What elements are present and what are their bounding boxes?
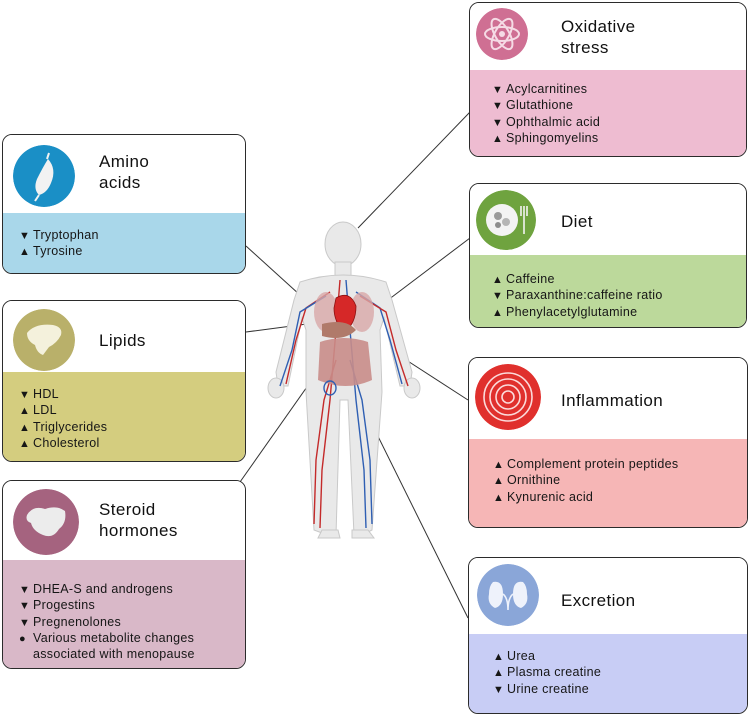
card-title: Amino xyxy=(99,152,150,171)
list-item: ● Various metabolite changes associated wi… xyxy=(19,630,195,662)
list-item: ▲ Tyrosine xyxy=(19,244,245,260)
connector-inflammation xyxy=(399,355,469,401)
list-item: ▲ Cholesterol xyxy=(19,436,245,452)
card-inflammation: Inflammation ▲ Complement protein peptide… xyxy=(468,357,748,528)
card-body: ▼ HDL ▲ LDL ▲ Triglycerides ▲ Cholesterol xyxy=(3,372,245,461)
list-item: ▼ Urine creatine xyxy=(493,682,747,698)
down-arrow-icon: ▼ xyxy=(19,600,31,613)
organs xyxy=(314,292,374,396)
card-header: Excretion xyxy=(469,558,747,634)
up-arrow-icon: ▲ xyxy=(492,306,504,319)
connector-amino xyxy=(245,245,301,296)
list-item: ▼ Acylcarnitines xyxy=(492,82,746,98)
down-arrow-icon: ▼ xyxy=(493,683,505,696)
card-title-line2: stress xyxy=(561,38,609,57)
card-title-line2: hormones xyxy=(99,521,178,540)
list-item: ▼ HDL xyxy=(19,387,245,403)
card-diet: Diet ▲ Caffeine ▼ Paraxanthine:caffeine ra… xyxy=(469,183,747,328)
card-title: Oxidative xyxy=(561,17,636,36)
list-item: ▲ Caffeine xyxy=(492,272,746,288)
card-body: ▼ Acylcarnitines ▼ Glutathione ▼ Ophthalmic… xyxy=(470,70,746,156)
card-lipids: Lipids ▼ HDL ▲ LDL ▲ Triglycerides ▲ Cholest… xyxy=(2,300,246,462)
muscle-icon xyxy=(13,145,75,207)
card-title: Inflammation xyxy=(561,391,664,410)
metabolite-list: ▼ HDL ▲ LDL ▲ Triglycerides ▲ Cholesterol xyxy=(19,387,245,452)
list-item: ▼ Ophthalmic acid xyxy=(492,115,746,131)
card-title: Steroid xyxy=(99,500,156,519)
up-arrow-icon: ▲ xyxy=(493,651,505,663)
metabolite-list: ▼ DHEA-S and androgens ▼ Progestins ▼ Pregn… xyxy=(19,582,245,662)
list-item: ▲ Plasma creatine xyxy=(493,665,747,681)
card-body: ▼ DHEA-S and androgens ▼ Progestins ▼ Pregn… xyxy=(3,560,245,668)
card-title: Diet xyxy=(561,212,593,231)
card-title-line2: acids xyxy=(99,173,141,192)
metabolite-list: ▲ Urea ▲ Plasma creatine ▼ Urine creatine xyxy=(493,649,747,698)
atom-icon xyxy=(476,8,528,60)
card-header: Amino acids xyxy=(3,135,245,213)
card-body: ▲ Urea ▲ Plasma creatine ▼ Urine creatine xyxy=(469,634,747,713)
body-silhouette xyxy=(267,221,421,539)
list-item: ▼ Tryptophan xyxy=(19,228,245,244)
down-arrow-icon: ▼ xyxy=(492,290,504,303)
adrenal-gland-icon xyxy=(13,489,79,555)
card-header: Oxidative stress xyxy=(470,3,746,70)
card-body: ▲ Complement protein peptides ▲ Ornithine … xyxy=(469,439,747,527)
down-arrow-icon: ▼ xyxy=(19,389,31,401)
card-oxidative-stress: Oxidative stress ▼ Acylcarnitines ▼ Glutat… xyxy=(469,2,747,157)
list-item: ▲ Kynurenic acid xyxy=(493,490,747,506)
up-arrow-icon: ▲ xyxy=(493,475,505,488)
up-arrow-icon: ▲ xyxy=(19,405,31,418)
down-arrow-icon: ▼ xyxy=(19,616,31,629)
up-arrow-icon: ▲ xyxy=(19,246,31,259)
up-arrow-icon: ▲ xyxy=(19,437,31,450)
list-item: ▲ LDL xyxy=(19,403,245,419)
down-arrow-icon: ▼ xyxy=(492,84,504,96)
card-header: Inflammation xyxy=(469,358,747,439)
metabolite-list: ▲ Complement protein peptides ▲ Ornithine … xyxy=(493,457,747,506)
list-item: ▼ Paraxanthine:caffeine ratio xyxy=(492,288,746,304)
list-item: ▲ Ornithine xyxy=(493,473,747,489)
down-arrow-icon: ▼ xyxy=(492,100,504,113)
down-arrow-icon: ▼ xyxy=(19,584,31,596)
up-arrow-icon: ▲ xyxy=(492,274,504,286)
connector-lines xyxy=(239,111,471,619)
up-arrow-icon: ▲ xyxy=(19,421,31,434)
kidney-icon xyxy=(477,564,539,626)
liver-icon xyxy=(13,309,75,371)
list-item: ▼ Progestins xyxy=(19,598,245,614)
target-icon xyxy=(475,364,541,430)
up-arrow-icon: ▲ xyxy=(493,459,505,471)
list-item: ▲ Sphingomyelins xyxy=(492,131,746,147)
up-arrow-icon: ▲ xyxy=(492,132,504,145)
plate-icon xyxy=(476,190,536,250)
metabolite-list: ▼ Tryptophan ▲ Tyrosine xyxy=(19,228,245,261)
card-title: Lipids xyxy=(99,331,146,350)
card-header: Diet xyxy=(470,184,746,255)
card-steroid-hormones: Steroid hormones ▼ DHEA-S and androgens ▼… xyxy=(2,480,246,669)
card-amino-acids: Amino acids ▼ Tryptophan ▲ Tyrosine xyxy=(2,134,246,274)
connector-diet xyxy=(387,237,471,301)
list-item: ▼ DHEA-S and androgens xyxy=(19,582,245,598)
connector-oxidative xyxy=(357,111,471,229)
down-arrow-icon: ▼ xyxy=(19,230,31,242)
list-item: ▼ Glutathione xyxy=(492,98,746,114)
up-arrow-icon: ▲ xyxy=(493,667,505,680)
card-body: ▲ Caffeine ▼ Paraxanthine:caffeine ratio ▲… xyxy=(470,255,746,327)
list-item: ▼ Pregnenolones xyxy=(19,615,245,631)
metabolite-list: ▲ Caffeine ▼ Paraxanthine:caffeine ratio ▲… xyxy=(492,272,746,321)
list-item: ▲ Urea xyxy=(493,649,747,665)
list-item: ▲ Complement protein peptides xyxy=(493,457,747,473)
card-header: Steroid hormones xyxy=(3,481,245,560)
down-arrow-icon: ▼ xyxy=(492,116,504,129)
bullet-icon: ● xyxy=(19,632,26,645)
list-item: ▲ Triglycerides xyxy=(19,420,245,436)
metabolite-list: ▼ Acylcarnitines ▼ Glutathione ▼ Ophthalmic… xyxy=(492,82,746,147)
card-body: ▼ Tryptophan ▲ Tyrosine xyxy=(3,213,245,273)
list-item: ▲ Phenylacetylglutamine xyxy=(492,305,746,321)
card-header: Lipids xyxy=(3,301,245,372)
card-title: Excretion xyxy=(561,591,636,610)
up-arrow-icon: ▲ xyxy=(493,491,505,504)
card-excretion: Excretion ▲ Urea ▲ Plasma creatine ▼ Urine … xyxy=(468,557,748,714)
